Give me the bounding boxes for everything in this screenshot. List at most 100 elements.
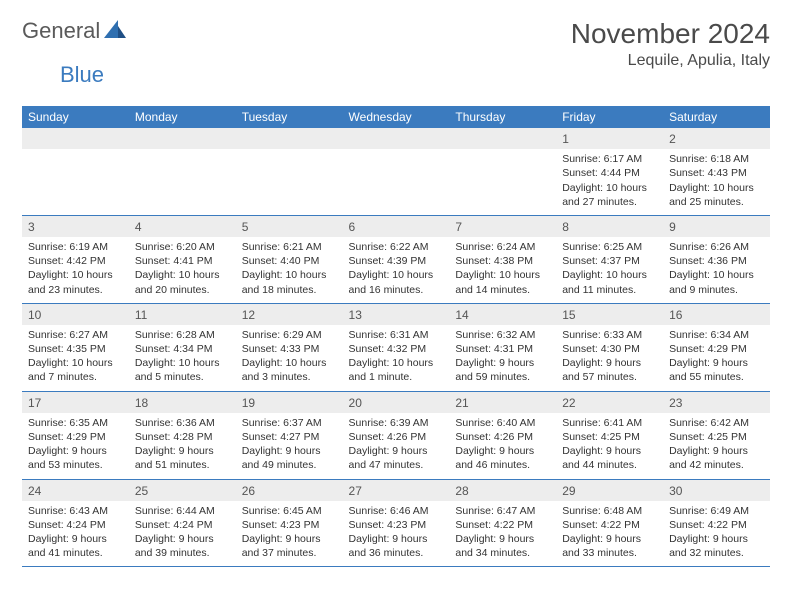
day-number-cell: 1 [556,128,663,149]
day-number-cell: 9 [663,215,770,237]
sunset-text: Sunset: 4:26 PM [455,430,550,444]
day-number-cell: 19 [236,391,343,413]
sunrise-text: Sunrise: 6:27 AM [28,328,123,342]
sunrise-text: Sunrise: 6:45 AM [242,504,337,518]
sunset-text: Sunset: 4:37 PM [562,254,657,268]
day-number-cell: 2 [663,128,770,149]
day-header: Sunday [22,106,129,128]
day-number-cell: 10 [22,303,129,325]
day-cell [22,149,129,215]
daylight-text: Daylight: 10 hours and 5 minutes. [135,356,230,384]
sunset-text: Sunset: 4:23 PM [242,518,337,532]
daylight-text: Daylight: 9 hours and 33 minutes. [562,532,657,560]
day-number-cell: 28 [449,479,556,501]
day-number-cell: 16 [663,303,770,325]
sunrise-text: Sunrise: 6:22 AM [349,240,444,254]
day-number-cell: 29 [556,479,663,501]
day-cell: Sunrise: 6:32 AMSunset: 4:31 PMDaylight:… [449,325,556,391]
day-number: 16 [669,307,764,323]
sunrise-text: Sunrise: 6:32 AM [455,328,550,342]
daylight-text: Daylight: 9 hours and 44 minutes. [562,444,657,472]
day-header: Thursday [449,106,556,128]
day-header: Wednesday [343,106,450,128]
week-row: Sunrise: 6:35 AMSunset: 4:29 PMDaylight:… [22,413,770,479]
day-cell: Sunrise: 6:36 AMSunset: 4:28 PMDaylight:… [129,413,236,479]
day-number-cell: 25 [129,479,236,501]
day-cell: Sunrise: 6:46 AMSunset: 4:23 PMDaylight:… [343,501,450,567]
sunrise-text: Sunrise: 6:46 AM [349,504,444,518]
day-cell: Sunrise: 6:27 AMSunset: 4:35 PMDaylight:… [22,325,129,391]
daylight-text: Daylight: 10 hours and 1 minute. [349,356,444,384]
day-header-row: Sunday Monday Tuesday Wednesday Thursday… [22,106,770,128]
day-cell: Sunrise: 6:43 AMSunset: 4:24 PMDaylight:… [22,501,129,567]
sunset-text: Sunset: 4:24 PM [28,518,123,532]
day-number-cell [129,128,236,149]
week-number-row: 17181920212223 [22,391,770,413]
week-number-row: 12 [22,128,770,149]
daylight-text: Daylight: 9 hours and 53 minutes. [28,444,123,472]
sunrise-text: Sunrise: 6:19 AM [28,240,123,254]
day-number: 4 [135,219,230,235]
sunset-text: Sunset: 4:29 PM [669,342,764,356]
week-number-row: 24252627282930 [22,479,770,501]
sunset-text: Sunset: 4:38 PM [455,254,550,268]
daylight-text: Daylight: 9 hours and 42 minutes. [669,444,764,472]
day-cell: Sunrise: 6:44 AMSunset: 4:24 PMDaylight:… [129,501,236,567]
day-number: 15 [562,307,657,323]
sunrise-text: Sunrise: 6:31 AM [349,328,444,342]
logo: General [22,18,128,44]
sunrise-text: Sunrise: 6:25 AM [562,240,657,254]
day-number-cell: 3 [22,215,129,237]
day-cell: Sunrise: 6:31 AMSunset: 4:32 PMDaylight:… [343,325,450,391]
day-number-cell: 8 [556,215,663,237]
day-number: 21 [455,395,550,411]
day-number: 3 [28,219,123,235]
daylight-text: Daylight: 9 hours and 46 minutes. [455,444,550,472]
day-cell: Sunrise: 6:25 AMSunset: 4:37 PMDaylight:… [556,237,663,303]
sunset-text: Sunset: 4:30 PM [562,342,657,356]
sunrise-text: Sunrise: 6:26 AM [669,240,764,254]
day-number: 10 [28,307,123,323]
day-number: 1 [562,131,657,147]
calendar-table: Sunday Monday Tuesday Wednesday Thursday… [22,106,770,567]
sunset-text: Sunset: 4:22 PM [669,518,764,532]
day-number-cell: 7 [449,215,556,237]
day-number-cell [22,128,129,149]
day-header: Tuesday [236,106,343,128]
day-cell: Sunrise: 6:34 AMSunset: 4:29 PMDaylight:… [663,325,770,391]
day-number: 6 [349,219,444,235]
day-number: 26 [242,483,337,499]
day-number-cell: 27 [343,479,450,501]
daylight-text: Daylight: 10 hours and 25 minutes. [669,181,764,209]
sunset-text: Sunset: 4:39 PM [349,254,444,268]
day-cell [449,149,556,215]
daylight-text: Daylight: 9 hours and 41 minutes. [28,532,123,560]
sunset-text: Sunset: 4:36 PM [669,254,764,268]
sunrise-text: Sunrise: 6:17 AM [562,152,657,166]
sunset-text: Sunset: 4:43 PM [669,166,764,180]
daylight-text: Daylight: 10 hours and 3 minutes. [242,356,337,384]
day-number: 7 [455,219,550,235]
sunrise-text: Sunrise: 6:21 AM [242,240,337,254]
day-number: 9 [669,219,764,235]
week-number-row: 3456789 [22,215,770,237]
sunset-text: Sunset: 4:26 PM [349,430,444,444]
sunrise-text: Sunrise: 6:42 AM [669,416,764,430]
sunrise-text: Sunrise: 6:34 AM [669,328,764,342]
day-number: 29 [562,483,657,499]
day-number: 30 [669,483,764,499]
day-cell: Sunrise: 6:33 AMSunset: 4:30 PMDaylight:… [556,325,663,391]
logo-word1: General [22,18,100,44]
daylight-text: Daylight: 9 hours and 47 minutes. [349,444,444,472]
sunset-text: Sunset: 4:40 PM [242,254,337,268]
daylight-text: Daylight: 10 hours and 16 minutes. [349,268,444,296]
day-number: 12 [242,307,337,323]
daylight-text: Daylight: 10 hours and 27 minutes. [562,181,657,209]
sunrise-text: Sunrise: 6:29 AM [242,328,337,342]
sunset-text: Sunset: 4:27 PM [242,430,337,444]
week-row: Sunrise: 6:43 AMSunset: 4:24 PMDaylight:… [22,501,770,567]
daylight-text: Daylight: 10 hours and 18 minutes. [242,268,337,296]
sunrise-text: Sunrise: 6:49 AM [669,504,764,518]
day-cell: Sunrise: 6:29 AMSunset: 4:33 PMDaylight:… [236,325,343,391]
sunset-text: Sunset: 4:33 PM [242,342,337,356]
